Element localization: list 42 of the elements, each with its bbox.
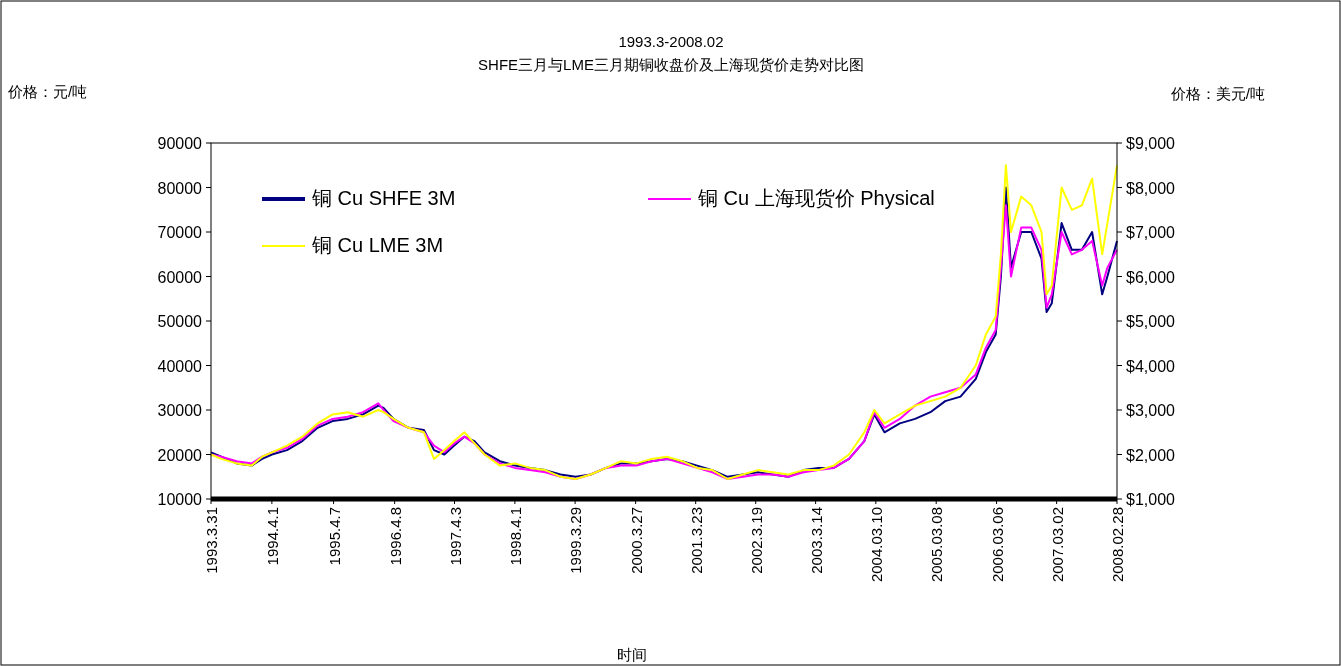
x-tick-label: 2002.3.19 [747,507,765,574]
x-tick-label: 1998.4.1 [506,507,524,566]
y2-tick-label: $8,000 [1126,179,1176,197]
x-tick-label: 1996.4.8 [386,507,404,566]
y-tick-label: 10000 [157,491,203,508]
legend-label: 铜 Cu SHFE 3M [311,187,456,209]
x-tick-label: 2005.03.08 [928,507,946,583]
y2-tick-label: $7,000 [1126,224,1176,241]
y-tick-label: 80000 [157,179,203,197]
text: 价格：元/吨 [7,83,88,100]
x-tick-label: 2006.03.06 [988,507,1006,583]
y2-tick-label: $4,000 [1126,357,1176,375]
x-axis-title: 时间 [617,646,647,663]
x-tick-label: 2001.3.23 [687,507,705,574]
x-tick-label: 2003.3.14 [807,507,825,574]
x-tick-label: 1994.4.1 [263,507,281,566]
chart-title: 1993.3-2008.02 [618,33,724,50]
y2-tick-label: $1,000 [1126,491,1176,508]
x-tick-label: 1997.4.3 [446,507,464,566]
x-tick-label: 2007.03.02 [1048,507,1066,583]
y-tick-label: 70000 [157,224,203,241]
y2-tick-label: $3,000 [1126,402,1176,419]
y2-tick-label: $9,000 [1126,135,1176,152]
y-tick-label: 40000 [157,357,203,375]
y2-tick-label: $2,000 [1126,446,1176,464]
x-tick-label: 1993.3.31 [203,507,220,574]
y-tick-label: 20000 [157,446,203,464]
x-tick-label: 1999.3.29 [567,507,585,574]
y2-tick-label: $6,000 [1126,268,1176,286]
y-tick-label: 60000 [157,268,203,286]
y-tick-label: 30000 [157,402,203,419]
y-tick-label: 50000 [157,313,203,330]
x-tick-label: 2004.03.10 [867,507,885,583]
y2-tick-label: $5,000 [1126,313,1176,330]
legend-label: 铜 Cu LME 3M [311,234,444,256]
y-tick-label: 90000 [157,135,203,152]
text: 价格：美元/吨 [1169,85,1265,102]
x-tick-label: 2000.3.27 [627,507,645,574]
x-tick-label: 2008.02.28 [1109,507,1126,583]
legend-label: 铜 Cu 上海现货价 Physical [697,187,935,209]
x-tick-label: 1995.4.7 [325,507,343,566]
chart-subtitle: SHFE三月与LME三月期铜收盘价及上海现货价走势对比图 [478,56,864,73]
